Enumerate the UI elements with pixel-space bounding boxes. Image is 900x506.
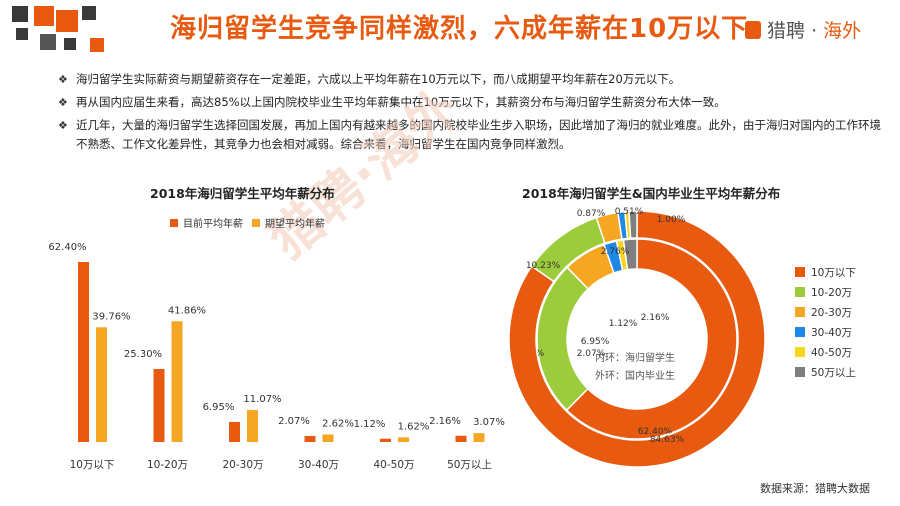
data-label-0-3: 2.07% — [278, 416, 310, 427]
inner-data-label-2: 6.95% — [581, 337, 610, 347]
diamond-bullet-icon: ❖ — [58, 119, 68, 132]
bar-0-3 — [304, 436, 316, 442]
outer-slice-5 — [628, 210, 638, 239]
bullet-text: 海归留学生实际薪资与期望薪资存在一定差距，六成以上平均年薪在10万元以下，而八成… — [76, 72, 681, 86]
category-label-0: 10万以下 — [70, 459, 115, 471]
data-label-1-5: 3.07% — [473, 417, 505, 428]
bullet-text: 再从国内应届生来看，高达85%以上国内院校毕业生平均年薪集中在10万元以下，其薪… — [76, 95, 726, 109]
bar-0-5 — [455, 435, 467, 442]
data-source: 数据来源：猎聘大数据 — [760, 482, 870, 495]
outer-slice-0 — [508, 210, 766, 468]
inner-data-label-5: 2.16% — [641, 313, 670, 323]
deco-square-8 — [90, 38, 104, 52]
bar-1-4 — [398, 437, 409, 442]
bar-1-0 — [96, 327, 107, 442]
inner-slice-5 — [622, 238, 638, 271]
data-label-1-4: 1.62% — [398, 421, 430, 432]
deco-square-2 — [34, 6, 54, 26]
donut-legend-swatch-1 — [795, 287, 805, 297]
bar-0-1 — [153, 369, 165, 442]
category-label-1: 10-20万 — [147, 459, 188, 471]
legend-swatch-0 — [170, 219, 178, 227]
data-label-1-1: 41.86% — [168, 305, 206, 316]
outer-data-label-2: 2.76% — [601, 247, 630, 257]
legend-label-0: 目前平均年薪 — [183, 217, 243, 230]
outer-ring-caption: 外环：国内毕业生 — [595, 369, 675, 382]
bullet-item: ❖ 海归留学生实际薪资与期望薪资存在一定差距，六成以上平均年薪在10万元以下，而八… — [58, 70, 888, 89]
inner-slice-0 — [565, 238, 738, 440]
bar-1-5 — [473, 433, 485, 442]
donut-legend-label-5: 50万以上 — [811, 367, 856, 379]
data-label-0-4: 1.12% — [354, 419, 386, 430]
legend-swatch-1 — [252, 219, 260, 227]
category-label-2: 20-30万 — [222, 459, 263, 471]
bar-chart-title: 2018年海归留学生平均年薪分布 — [150, 186, 335, 201]
outer-data-label-4: 0.51% — [615, 207, 644, 217]
brand-sub: 海外 — [823, 20, 862, 42]
donut-legend-label-2: 20-30万 — [811, 307, 852, 319]
deco-square-1 — [12, 6, 28, 22]
donut-chart: 62.40%25.30%6.95%2.07%1.12%2.16%84.63%10… — [508, 207, 856, 468]
outer-data-label-5: 1.00% — [657, 215, 686, 225]
bullet-item: ❖ 再从国内应届生来看，高达85%以上国内院校毕业生平均年薪集中在10万元以下，其… — [58, 93, 888, 112]
bar-chart: 目前平均年薪 期望平均年薪 62.40% 39.76% 10万以下 25.30% 41.86… — [48, 217, 504, 471]
bar-0-4 — [380, 438, 391, 442]
inner-data-label-3: 2.07% — [577, 349, 606, 359]
donut-legend-swatch-5 — [795, 367, 805, 377]
data-label-0-0: 62.40% — [48, 242, 86, 253]
legend-label-1: 期望平均年薪 — [265, 217, 325, 230]
brand-logo-icon — [745, 21, 761, 39]
bullet-item: ❖ 近几年，大量的海归留学生选择回国发展，再加上国内有越来越多的国内院校毕业生步入… — [58, 116, 888, 154]
inner-ring-caption: 内环：海归留学生 — [595, 351, 675, 364]
donut-legend-swatch-0 — [795, 267, 805, 277]
data-label-0-5: 2.16% — [429, 416, 461, 427]
bar-1-2 — [247, 410, 258, 442]
page-title: 海归留学生竞争同样激烈，六成年薪在10万以下 — [170, 14, 749, 44]
category-label-5: 50万以上 — [447, 459, 492, 471]
donut-legend-label-0: 10万以下 — [811, 267, 856, 279]
inner-data-label-4: 1.12% — [609, 319, 638, 329]
deco-square-3 — [56, 10, 78, 32]
bar-0-0 — [78, 262, 89, 442]
bar-0-2 — [229, 421, 240, 442]
bar-1-3 — [322, 434, 334, 442]
deco-square-5 — [16, 28, 28, 40]
brand-name: 猎聘 — [767, 20, 806, 42]
donut-legend-swatch-3 — [795, 327, 805, 337]
deco-square-6 — [40, 34, 56, 50]
data-label-1-0: 39.76% — [92, 311, 130, 322]
outer-data-label-3: 0.87% — [577, 209, 606, 219]
brand-logo: 猎聘 · 海外 — [745, 16, 861, 43]
data-label-0-2: 6.95% — [203, 402, 235, 413]
data-label-1-2: 11.07% — [243, 394, 281, 405]
donut-legend-swatch-2 — [795, 307, 805, 317]
category-label-3: 30-40万 — [298, 459, 339, 471]
donut-legend-label-3: 30-40万 — [811, 327, 852, 339]
outer-data-label-1: 10.23% — [526, 261, 561, 271]
donut-legend-label-4: 40-50万 — [811, 347, 852, 359]
donut-legend-label-1: 10-20万 — [811, 287, 852, 299]
donut-legend-swatch-4 — [795, 347, 805, 357]
diamond-bullet-icon: ❖ — [58, 73, 68, 86]
outer-data-label-0: 84.63% — [650, 435, 685, 445]
bullet-text: 近几年，大量的海归留学生选择回国发展，再加上国内有越来越多的国内院校毕业生步入职… — [76, 118, 881, 151]
bullet-list: ❖ 海归留学生实际薪资与期望薪资存在一定差距，六成以上平均年薪在10万元以下，而八… — [58, 70, 888, 158]
data-label-1-3: 2.62% — [322, 418, 354, 429]
brand-separator: · — [811, 20, 818, 42]
deco-square-7 — [64, 38, 76, 50]
diamond-bullet-icon: ❖ — [58, 96, 68, 109]
category-label-4: 40-50万 — [373, 459, 414, 471]
inner-data-label-0: 62.40% — [638, 427, 673, 437]
data-label-0-1: 25.30% — [124, 349, 162, 360]
deco-square-4 — [82, 6, 96, 20]
donut-chart-title: 2018年海归留学生&国内毕业生平均年薪分布 — [522, 186, 781, 201]
bar-1-1 — [171, 321, 183, 442]
